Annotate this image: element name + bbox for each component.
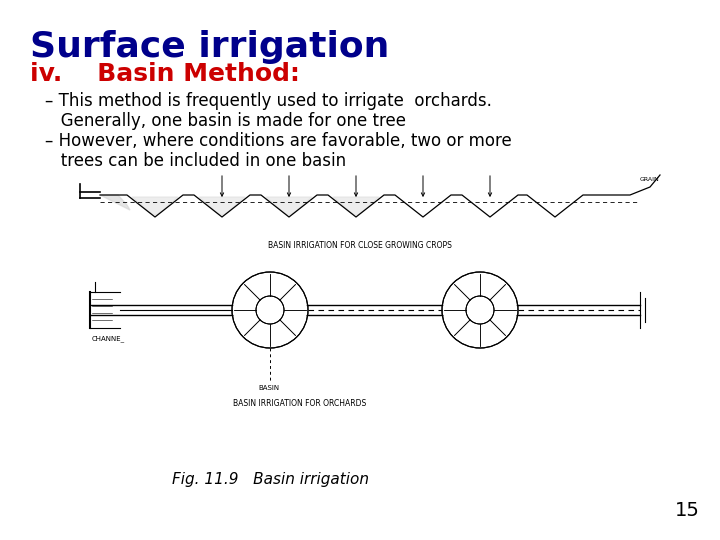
Text: BASIN: BASIN [258,385,279,391]
Text: CHANNE_: CHANNE_ [92,335,125,342]
Text: 15: 15 [675,501,700,520]
Polygon shape [333,197,379,215]
Text: BASIN IRRIGATION FOR ORCHARDS: BASIN IRRIGATION FOR ORCHARDS [233,399,366,408]
Circle shape [443,273,517,347]
Text: – This method is frequently used to irrigate  orchards.: – This method is frequently used to irri… [45,92,492,110]
Polygon shape [266,197,312,215]
Polygon shape [100,195,130,210]
Polygon shape [132,197,178,215]
Polygon shape [199,197,245,215]
Text: Surface irrigation: Surface irrigation [30,30,390,64]
Circle shape [233,273,307,347]
Text: trees can be included in one basin: trees can be included in one basin [45,152,346,170]
Text: – However, where conditions are favorable, two or more: – However, where conditions are favorabl… [45,132,512,150]
Text: iv.    Basin Method:: iv. Basin Method: [30,62,300,86]
Text: BASIN IRRIGATION FOR CLOSE GROWING CROPS: BASIN IRRIGATION FOR CLOSE GROWING CROPS [268,241,452,250]
Text: Fig. 11.9   Basin irrigation: Fig. 11.9 Basin irrigation [171,472,369,487]
Text: GRAIN: GRAIN [640,177,660,182]
Text: Generally, one basin is made for one tree: Generally, one basin is made for one tre… [45,112,406,130]
